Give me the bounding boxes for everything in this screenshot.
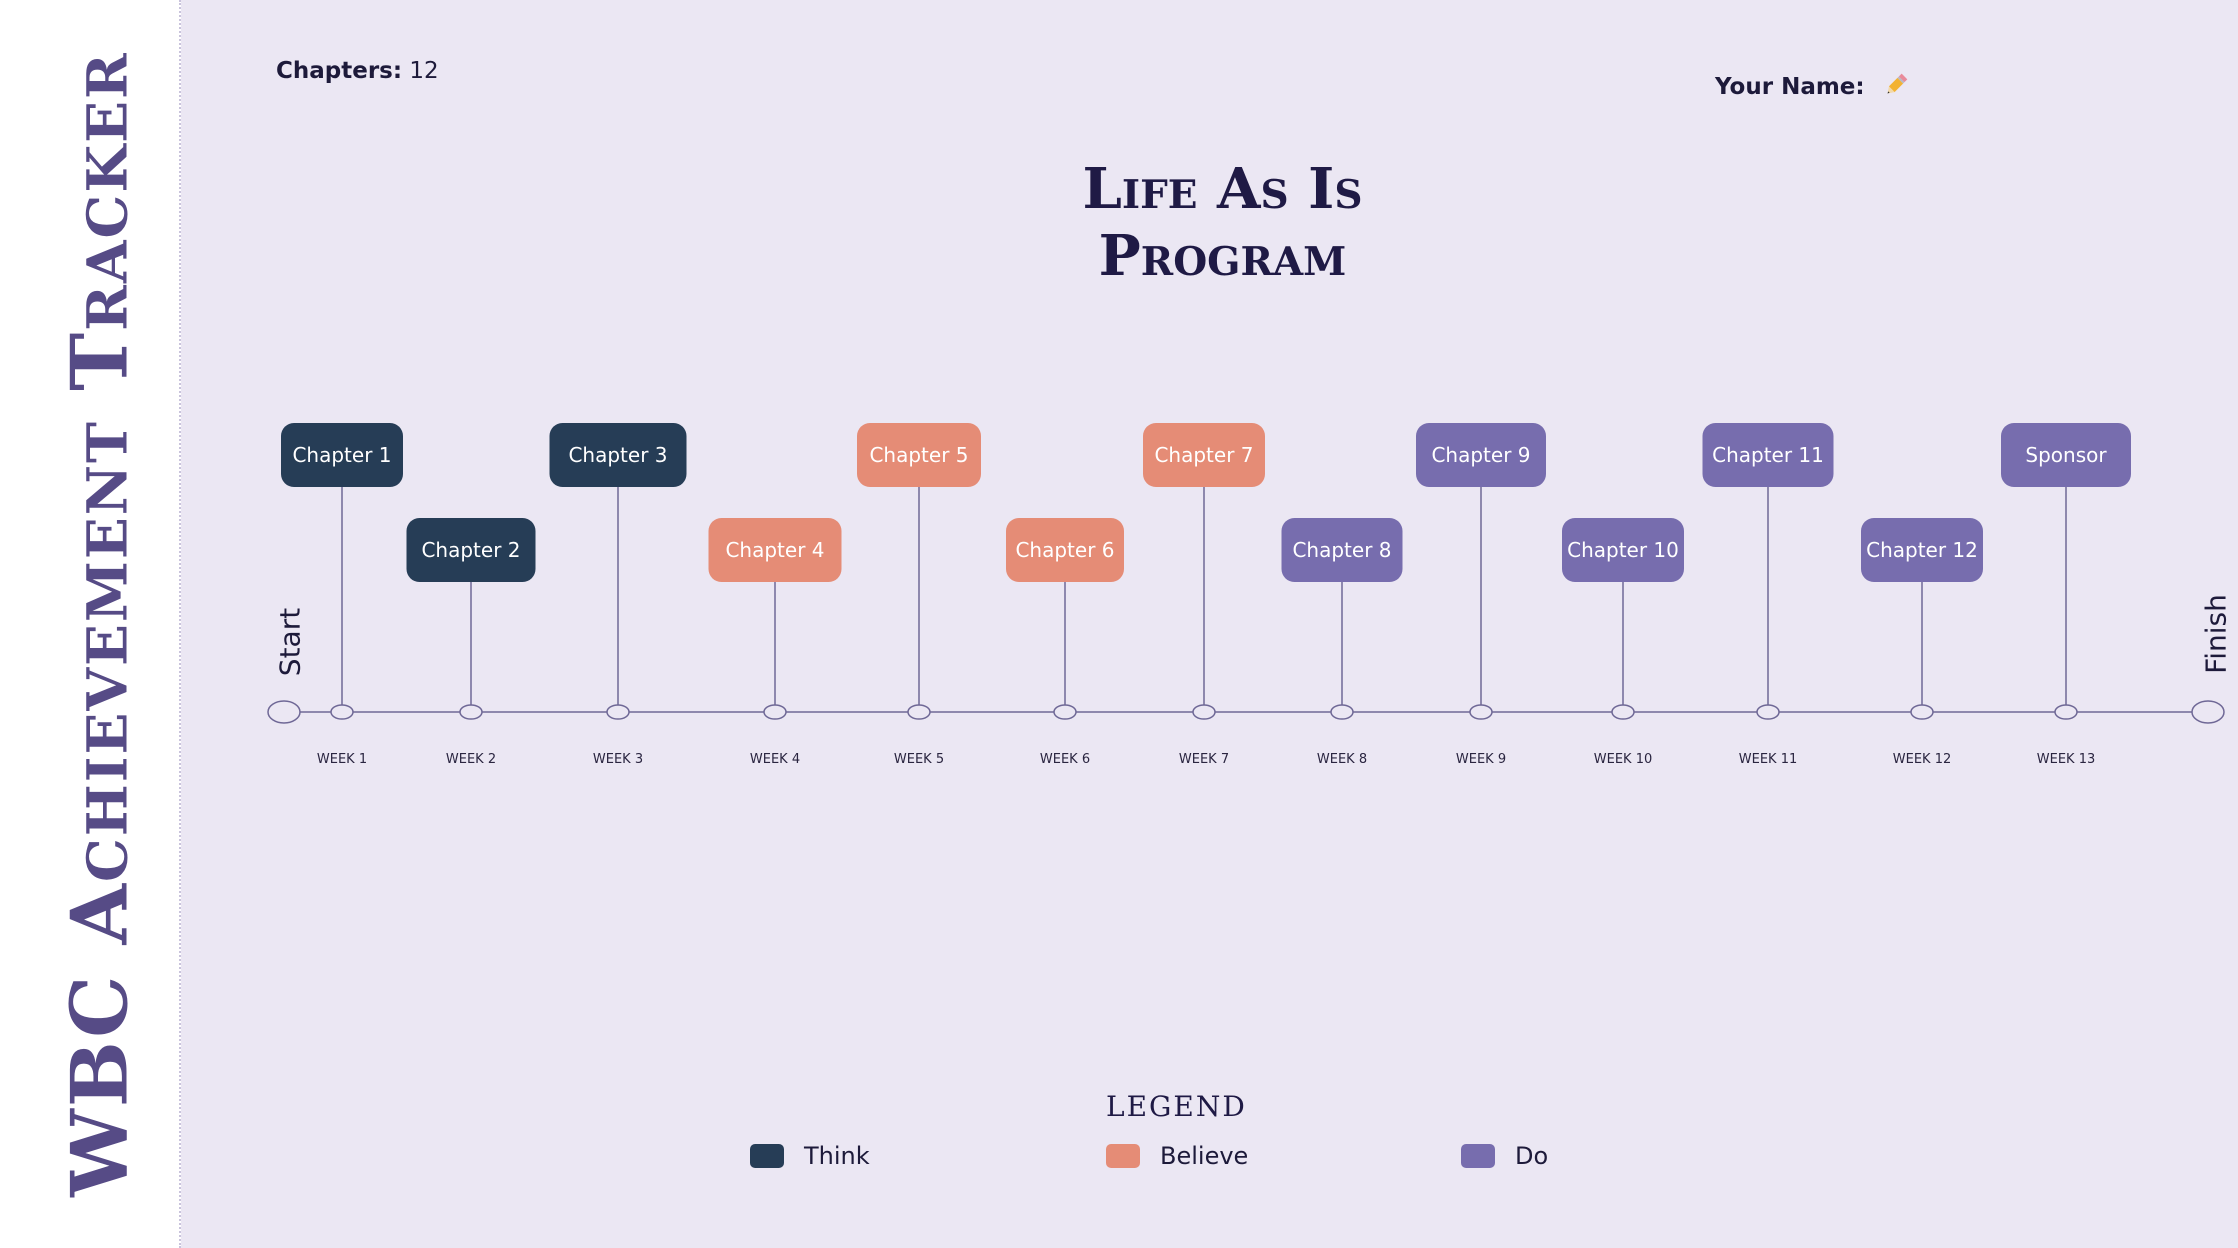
start-label: Start bbox=[273, 607, 307, 677]
legend-title: LEGEND bbox=[1106, 1090, 1247, 1123]
week-label: WEEK 5 bbox=[894, 752, 944, 767]
legend-swatch-believe bbox=[1106, 1144, 1140, 1168]
title-line-1: Life As Is bbox=[1082, 156, 1363, 222]
legend-item-do: Do bbox=[1461, 1142, 1548, 1170]
milestone-label: Chapter 7 bbox=[1154, 443, 1253, 467]
legend-item-think: Think bbox=[750, 1142, 870, 1170]
start-node bbox=[267, 700, 301, 724]
title-line-2: Program bbox=[1098, 223, 1347, 289]
sidebar: WBC Achievement Tracker bbox=[0, 0, 181, 1248]
legend-label-believe: Believe bbox=[1160, 1142, 1249, 1170]
milestone-node bbox=[1910, 704, 1934, 720]
milestone-node bbox=[907, 704, 931, 720]
milestone-label: Chapter 8 bbox=[1292, 538, 1391, 562]
milestone-label: Chapter 9 bbox=[1431, 443, 1530, 467]
milestone-label: Chapter 4 bbox=[725, 538, 824, 562]
legend-label-think: Think bbox=[804, 1142, 870, 1170]
page-title: Life As Is Program bbox=[1000, 156, 1445, 290]
milestone-box bbox=[1143, 423, 1265, 487]
legend-swatch-think bbox=[750, 1144, 784, 1168]
milestone-node bbox=[1611, 704, 1635, 720]
your-name-field[interactable]: Your Name: bbox=[1715, 72, 1909, 100]
chapters-count: Chapters: 12 bbox=[276, 58, 439, 84]
milestone-box bbox=[1416, 423, 1546, 487]
milestone-box bbox=[406, 518, 536, 582]
legend-swatch-do bbox=[1461, 1144, 1495, 1168]
milestone-box bbox=[1861, 518, 1983, 582]
week-label: WEEK 6 bbox=[1040, 752, 1090, 767]
week-label: WEEK 1 bbox=[317, 752, 367, 767]
milestone-node bbox=[1330, 704, 1354, 720]
milestone-box bbox=[549, 423, 687, 487]
milestone-box bbox=[1006, 518, 1124, 582]
week-label: WEEK 7 bbox=[1179, 752, 1229, 767]
milestone-label: Chapter 11 bbox=[1712, 443, 1824, 467]
milestone-node bbox=[1469, 704, 1493, 720]
week-label: WEEK 8 bbox=[1317, 752, 1367, 767]
milestone-node bbox=[606, 704, 630, 720]
chapters-label: Chapters: bbox=[276, 58, 403, 84]
milestone-label: Chapter 10 bbox=[1567, 538, 1679, 562]
milestone-label: Chapter 12 bbox=[1866, 538, 1978, 562]
week-label: WEEK 11 bbox=[1739, 752, 1797, 767]
milestone-node bbox=[330, 704, 354, 720]
milestone-node bbox=[459, 704, 483, 720]
week-label: WEEK 4 bbox=[750, 752, 800, 767]
milestone-box bbox=[281, 423, 403, 487]
week-label: WEEK 3 bbox=[593, 752, 643, 767]
week-label: WEEK 10 bbox=[1594, 752, 1652, 767]
milestone-node bbox=[2054, 704, 2078, 720]
finish-label: Finish bbox=[2199, 594, 2233, 674]
chapters-value: 12 bbox=[409, 58, 439, 84]
week-label: WEEK 13 bbox=[2037, 752, 2095, 767]
your-name-label: Your Name: bbox=[1715, 74, 1865, 100]
milestone-label: Chapter 2 bbox=[421, 538, 520, 562]
finish-node bbox=[2191, 700, 2225, 724]
milestone-box bbox=[1281, 518, 1403, 582]
milestone-box bbox=[857, 423, 981, 487]
week-label: WEEK 2 bbox=[446, 752, 496, 767]
milestone-box bbox=[1702, 423, 1834, 487]
milestone-node bbox=[1756, 704, 1780, 720]
legend-item-believe: Believe bbox=[1106, 1142, 1248, 1170]
milestone-box bbox=[708, 518, 842, 582]
milestone-node bbox=[1053, 704, 1077, 720]
milestone-node bbox=[1192, 704, 1216, 720]
milestone-box bbox=[1562, 518, 1684, 582]
legend-label-do: Do bbox=[1515, 1142, 1549, 1170]
milestone-label: Chapter 1 bbox=[292, 443, 391, 467]
milestone-label: Chapter 5 bbox=[869, 443, 968, 467]
milestone-label: Sponsor bbox=[2025, 443, 2107, 467]
week-label: WEEK 12 bbox=[1893, 752, 1951, 767]
milestone-box bbox=[2001, 423, 2131, 487]
milestone-label: Chapter 3 bbox=[568, 443, 667, 467]
week-label: WEEK 9 bbox=[1456, 752, 1506, 767]
milestone-label: Chapter 6 bbox=[1015, 538, 1114, 562]
pencil-icon[interactable] bbox=[1883, 72, 1909, 98]
milestone-node bbox=[763, 704, 787, 720]
